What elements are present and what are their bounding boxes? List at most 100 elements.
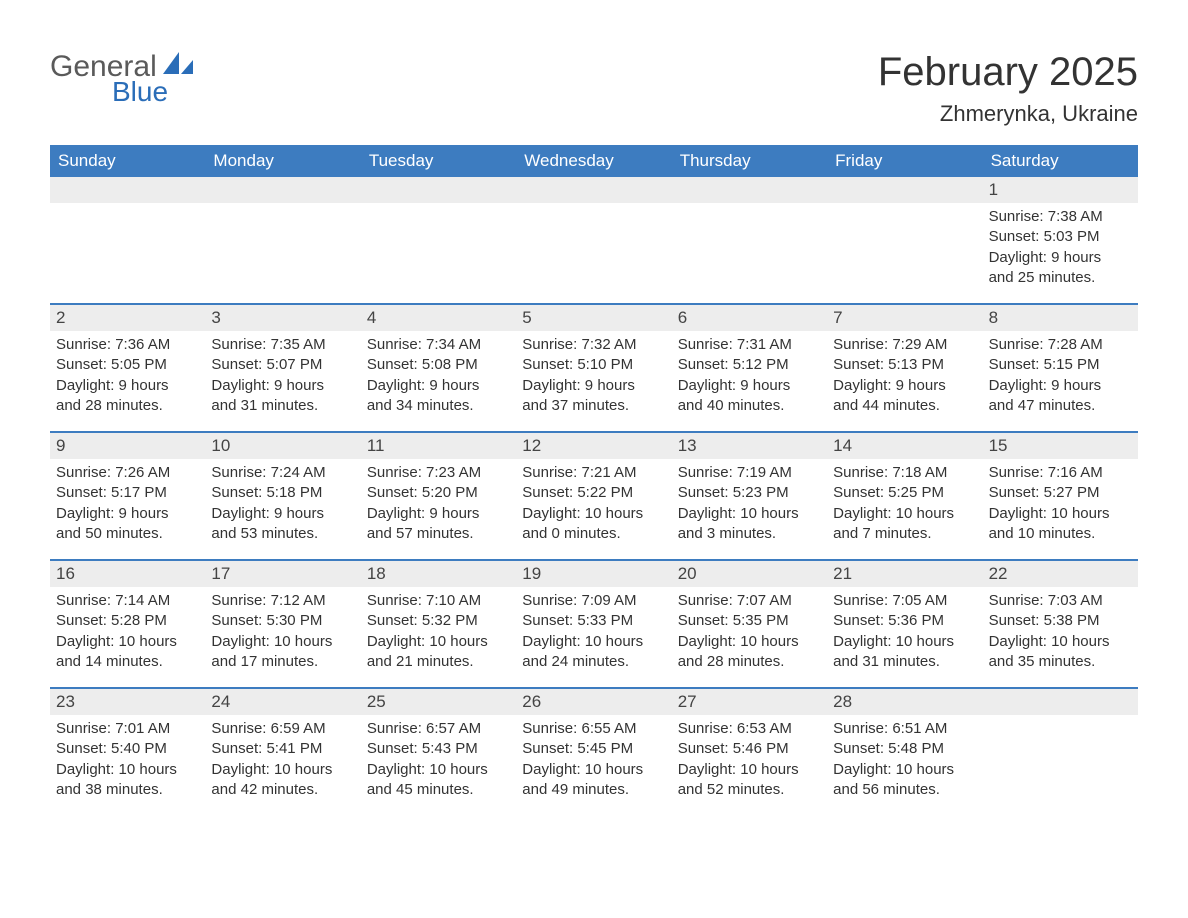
day-header: Friday — [827, 145, 982, 177]
day-sunrise-text: Sunrise: 6:59 AM — [211, 719, 354, 739]
day-sunset-text: Sunset: 5:28 PM — [56, 611, 199, 631]
day-daylight2-text: and 24 minutes. — [522, 652, 665, 672]
day-number — [50, 177, 205, 203]
calendar-body: 1Sunrise: 7:38 AMSunset: 5:03 PMDaylight… — [50, 177, 1138, 815]
day-details: Sunrise: 7:12 AMSunset: 5:30 PMDaylight:… — [205, 587, 360, 676]
day-number: 25 — [361, 689, 516, 715]
day-header: Sunday — [50, 145, 205, 177]
day-daylight1-text: Daylight: 9 hours — [522, 376, 665, 396]
day-daylight1-text: Daylight: 9 hours — [367, 504, 510, 524]
calendar-cell: 16Sunrise: 7:14 AMSunset: 5:28 PMDayligh… — [50, 561, 205, 687]
day-details: Sunrise: 7:32 AMSunset: 5:10 PMDaylight:… — [516, 331, 671, 420]
day-details: Sunrise: 7:18 AMSunset: 5:25 PMDaylight:… — [827, 459, 982, 548]
day-number: 26 — [516, 689, 671, 715]
calendar-cell: 23Sunrise: 7:01 AMSunset: 5:40 PMDayligh… — [50, 689, 205, 815]
day-daylight1-text: Daylight: 10 hours — [833, 760, 976, 780]
day-details: Sunrise: 7:21 AMSunset: 5:22 PMDaylight:… — [516, 459, 671, 548]
logo-word-blue: Blue — [112, 76, 195, 108]
day-daylight1-text: Daylight: 10 hours — [367, 760, 510, 780]
day-details: Sunrise: 7:26 AMSunset: 5:17 PMDaylight:… — [50, 459, 205, 548]
day-sunset-text: Sunset: 5:32 PM — [367, 611, 510, 631]
day-sunset-text: Sunset: 5:40 PM — [56, 739, 199, 759]
day-number: 12 — [516, 433, 671, 459]
calendar-cell — [50, 177, 205, 303]
day-sunset-text: Sunset: 5:35 PM — [678, 611, 821, 631]
day-number: 24 — [205, 689, 360, 715]
day-sunrise-text: Sunrise: 7:19 AM — [678, 463, 821, 483]
day-details: Sunrise: 7:35 AMSunset: 5:07 PMDaylight:… — [205, 331, 360, 420]
day-daylight2-text: and 50 minutes. — [56, 524, 199, 544]
day-number: 14 — [827, 433, 982, 459]
day-header: Monday — [205, 145, 360, 177]
day-number: 17 — [205, 561, 360, 587]
calendar-cell — [205, 177, 360, 303]
day-sunrise-text: Sunrise: 7:34 AM — [367, 335, 510, 355]
day-number: 18 — [361, 561, 516, 587]
day-sunset-text: Sunset: 5:10 PM — [522, 355, 665, 375]
calendar-week-row: 9Sunrise: 7:26 AMSunset: 5:17 PMDaylight… — [50, 431, 1138, 559]
day-daylight1-text: Daylight: 10 hours — [56, 632, 199, 652]
day-number — [516, 177, 671, 203]
day-sunrise-text: Sunrise: 7:29 AM — [833, 335, 976, 355]
day-daylight1-text: Daylight: 10 hours — [989, 632, 1132, 652]
day-number — [361, 177, 516, 203]
day-number — [827, 177, 982, 203]
day-sunrise-text: Sunrise: 7:07 AM — [678, 591, 821, 611]
day-sunset-text: Sunset: 5:36 PM — [833, 611, 976, 631]
day-daylight1-text: Daylight: 10 hours — [522, 760, 665, 780]
calendar-cell: 26Sunrise: 6:55 AMSunset: 5:45 PMDayligh… — [516, 689, 671, 815]
day-sunset-text: Sunset: 5:38 PM — [989, 611, 1132, 631]
calendar-week-row: 23Sunrise: 7:01 AMSunset: 5:40 PMDayligh… — [50, 687, 1138, 815]
day-daylight2-text: and 47 minutes. — [989, 396, 1132, 416]
day-daylight2-text: and 3 minutes. — [678, 524, 821, 544]
logo: General Blue — [50, 50, 195, 108]
day-details: Sunrise: 7:19 AMSunset: 5:23 PMDaylight:… — [672, 459, 827, 548]
day-daylight1-text: Daylight: 10 hours — [56, 760, 199, 780]
day-daylight1-text: Daylight: 9 hours — [211, 376, 354, 396]
calendar-cell — [983, 689, 1138, 815]
day-sunrise-text: Sunrise: 7:36 AM — [56, 335, 199, 355]
day-sunrise-text: Sunrise: 7:31 AM — [678, 335, 821, 355]
day-sunrise-text: Sunrise: 6:57 AM — [367, 719, 510, 739]
day-details: Sunrise: 6:51 AMSunset: 5:48 PMDaylight:… — [827, 715, 982, 804]
day-details: Sunrise: 7:07 AMSunset: 5:35 PMDaylight:… — [672, 587, 827, 676]
day-daylight2-text: and 35 minutes. — [989, 652, 1132, 672]
day-sunrise-text: Sunrise: 7:32 AM — [522, 335, 665, 355]
day-sunrise-text: Sunrise: 6:53 AM — [678, 719, 821, 739]
calendar-cell: 21Sunrise: 7:05 AMSunset: 5:36 PMDayligh… — [827, 561, 982, 687]
day-sunset-text: Sunset: 5:23 PM — [678, 483, 821, 503]
day-sunset-text: Sunset: 5:43 PM — [367, 739, 510, 759]
calendar-cell: 12Sunrise: 7:21 AMSunset: 5:22 PMDayligh… — [516, 433, 671, 559]
day-sunset-text: Sunset: 5:41 PM — [211, 739, 354, 759]
day-sunrise-text: Sunrise: 7:23 AM — [367, 463, 510, 483]
day-details: Sunrise: 7:03 AMSunset: 5:38 PMDaylight:… — [983, 587, 1138, 676]
day-daylight1-text: Daylight: 10 hours — [522, 632, 665, 652]
day-daylight1-text: Daylight: 9 hours — [56, 504, 199, 524]
day-details: Sunrise: 6:53 AMSunset: 5:46 PMDaylight:… — [672, 715, 827, 804]
day-sunset-text: Sunset: 5:18 PM — [211, 483, 354, 503]
location-label: Zhmerynka, Ukraine — [878, 101, 1138, 127]
day-daylight2-text: and 45 minutes. — [367, 780, 510, 800]
day-daylight2-text: and 53 minutes. — [211, 524, 354, 544]
day-daylight2-text: and 14 minutes. — [56, 652, 199, 672]
day-number: 13 — [672, 433, 827, 459]
calendar-cell: 22Sunrise: 7:03 AMSunset: 5:38 PMDayligh… — [983, 561, 1138, 687]
day-header: Wednesday — [516, 145, 671, 177]
day-sunrise-text: Sunrise: 7:12 AM — [211, 591, 354, 611]
day-daylight1-text: Daylight: 9 hours — [678, 376, 821, 396]
day-number: 16 — [50, 561, 205, 587]
calendar-cell: 3Sunrise: 7:35 AMSunset: 5:07 PMDaylight… — [205, 305, 360, 431]
day-details: Sunrise: 7:16 AMSunset: 5:27 PMDaylight:… — [983, 459, 1138, 548]
day-details: Sunrise: 7:14 AMSunset: 5:28 PMDaylight:… — [50, 587, 205, 676]
calendar-cell: 1Sunrise: 7:38 AMSunset: 5:03 PMDaylight… — [983, 177, 1138, 303]
day-daylight1-text: Daylight: 10 hours — [678, 504, 821, 524]
day-daylight1-text: Daylight: 10 hours — [678, 632, 821, 652]
day-daylight1-text: Daylight: 9 hours — [56, 376, 199, 396]
day-number: 9 — [50, 433, 205, 459]
calendar-cell — [361, 177, 516, 303]
calendar-day-header-row: SundayMondayTuesdayWednesdayThursdayFrid… — [50, 145, 1138, 177]
day-daylight1-text: Daylight: 10 hours — [522, 504, 665, 524]
calendar-week-row: 1Sunrise: 7:38 AMSunset: 5:03 PMDaylight… — [50, 177, 1138, 303]
day-details: Sunrise: 6:59 AMSunset: 5:41 PMDaylight:… — [205, 715, 360, 804]
day-sunset-text: Sunset: 5:03 PM — [989, 227, 1132, 247]
